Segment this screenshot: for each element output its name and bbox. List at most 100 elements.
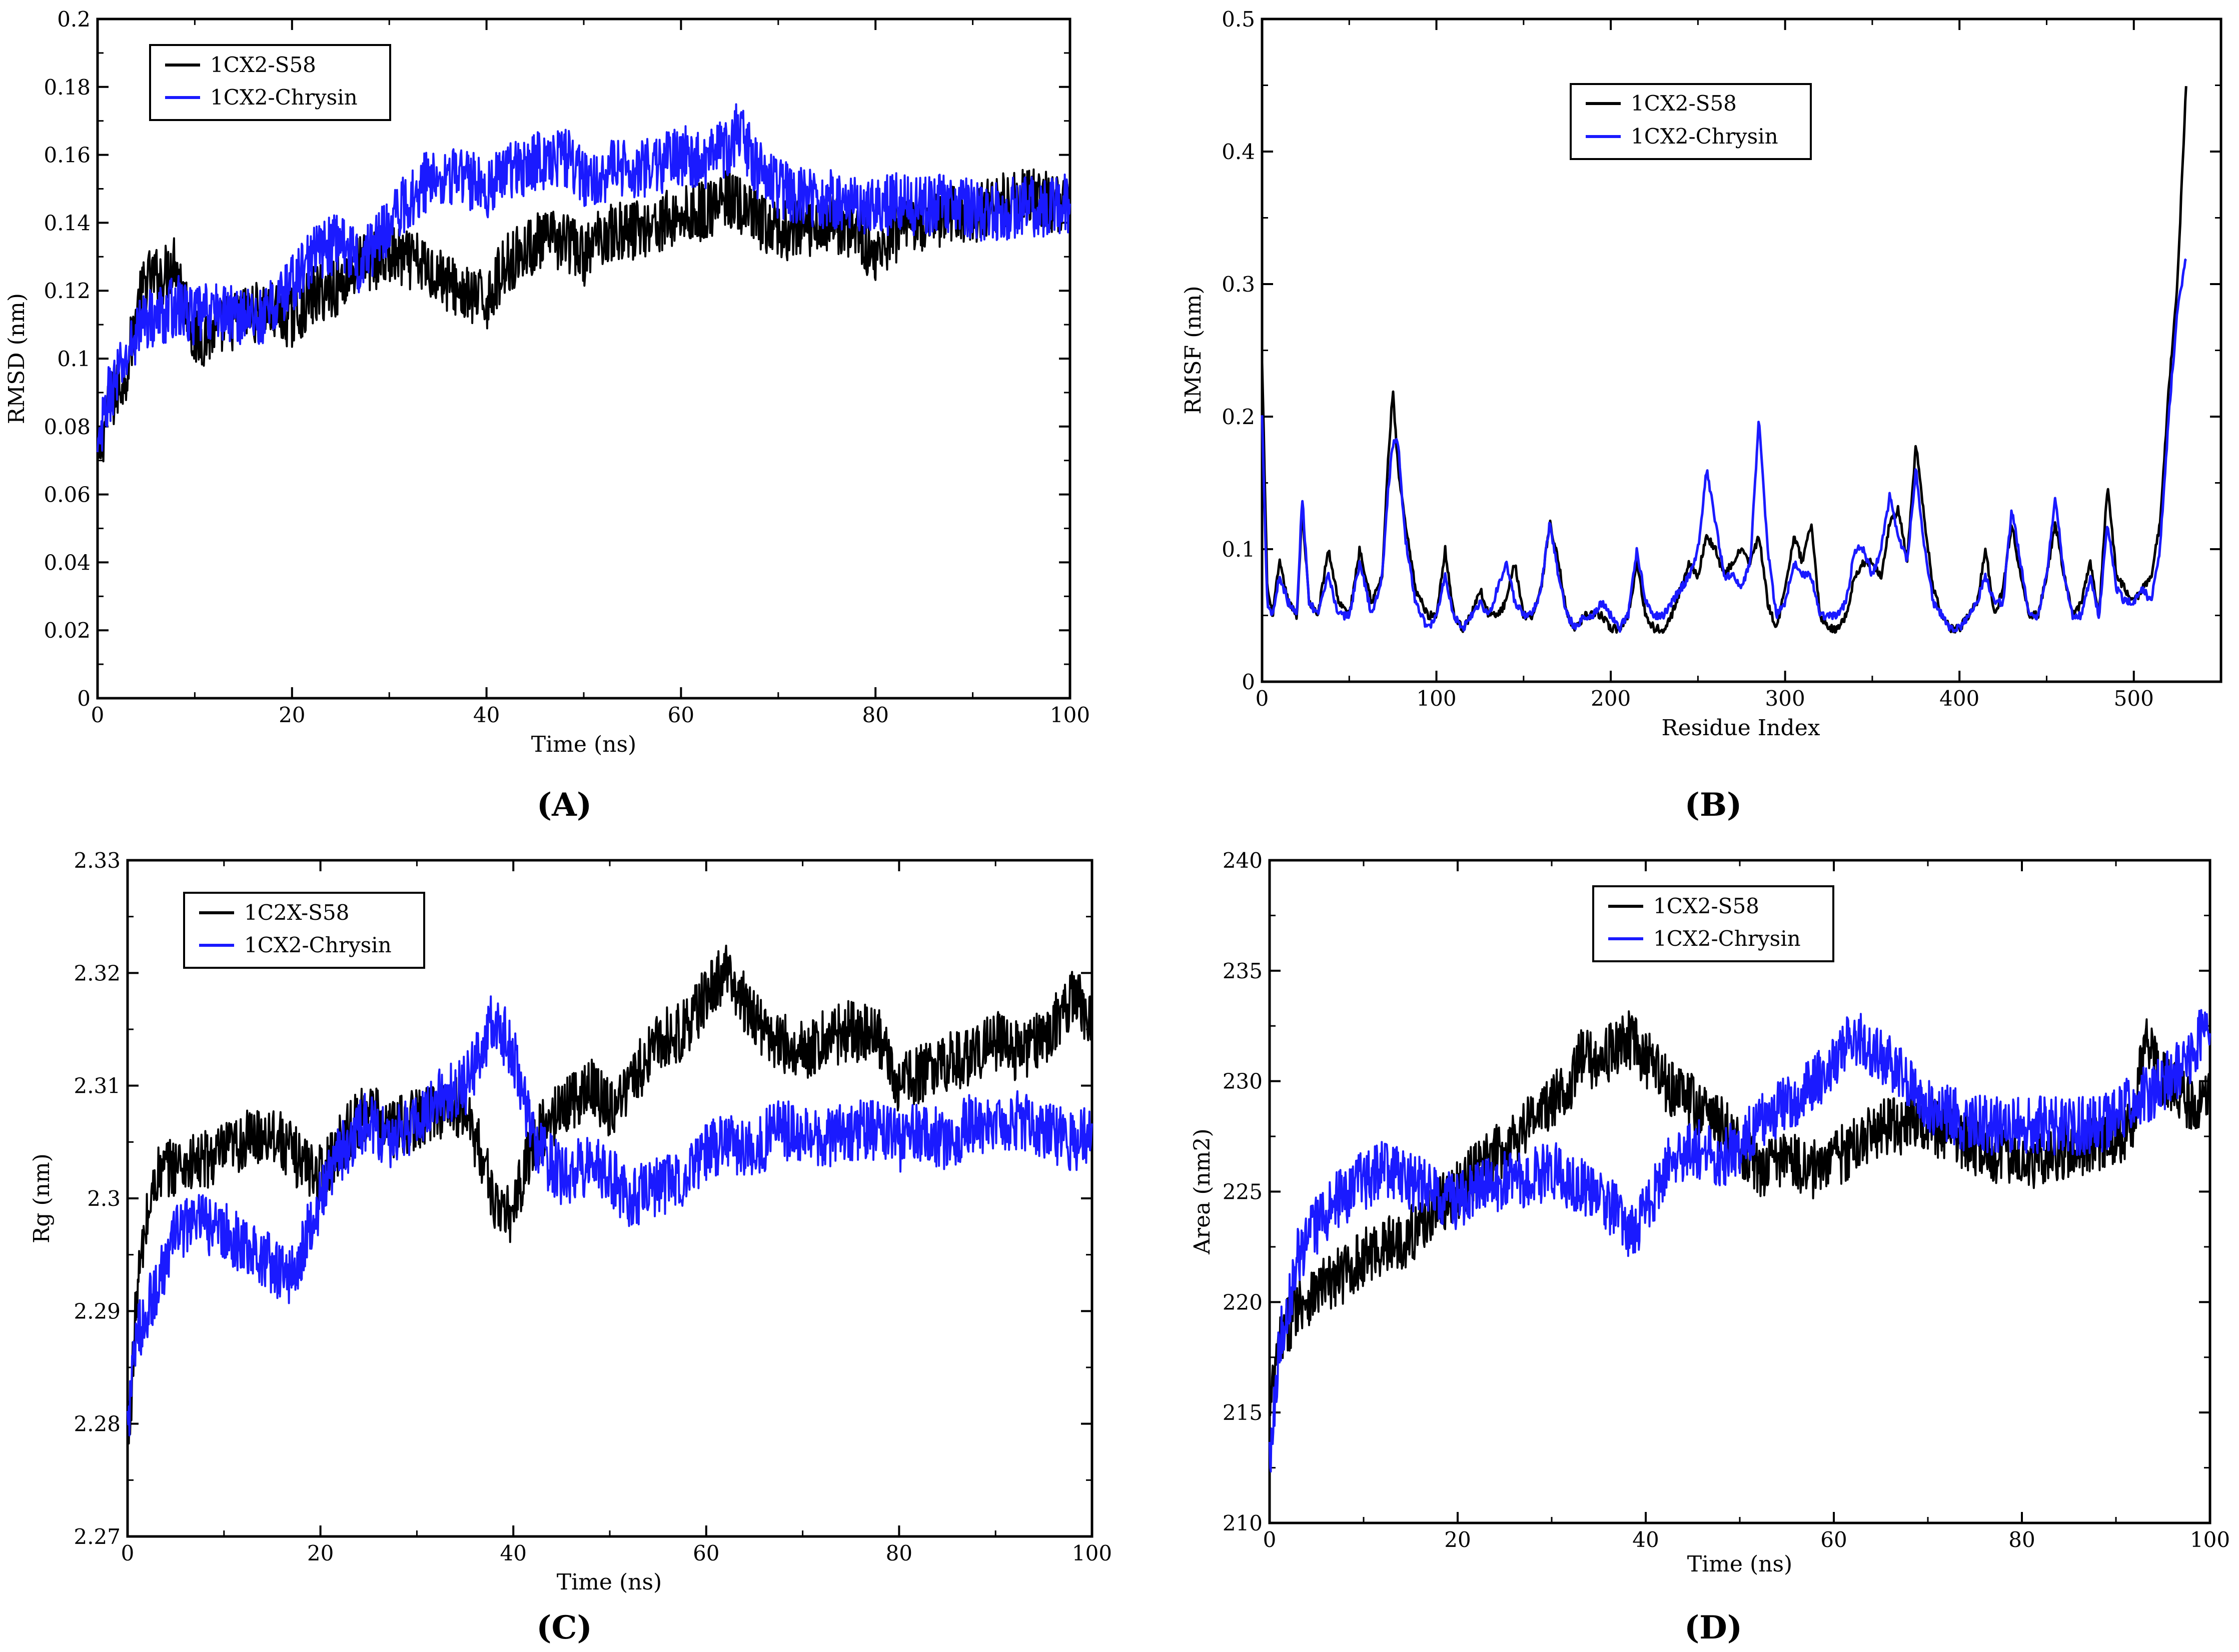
y-tick-label: 2.3 bbox=[87, 1186, 121, 1211]
chart-panel-c: 2.272.282.292.32.312.322.330 20 40 60 80 100 … bbox=[29, 848, 1112, 1646]
legend: 1CX2-S58 1CX2-Chrysin bbox=[1592, 885, 1834, 962]
x-tick-label: 0 bbox=[1263, 1527, 1277, 1552]
chart-panel-b: 0 0.1 0.2 0.3 0.4 0.5 0 100 200 300 400 500 RMSF (n… bbox=[1181, 7, 2222, 824]
axis-ticks: 0 0.02 0.04 0.06 0.08 0.1 0.12 0.14 0.16 0.18 0.2 0… bbox=[44, 7, 1090, 727]
y-tick-label: 0.2 bbox=[57, 7, 91, 32]
chart-panel-d: 210 215 220 225 230 235 240 0 20 40 60 80 100 Area (… bbox=[1190, 848, 2230, 1646]
y-tick-label: 215 bbox=[1223, 1400, 1263, 1425]
y-tick-label: 0.1 bbox=[1222, 537, 1255, 562]
legend: 1CX2-S58 1CX2-Chrysin bbox=[1570, 83, 1812, 160]
chart-panel-a: 0 0.02 0.04 0.06 0.08 0.1 0.12 0.14 0.16 0.18 0.2 0… bbox=[4, 7, 1090, 824]
y-tick-label: 0.02 bbox=[44, 618, 91, 643]
x-tick-label: 60 bbox=[1820, 1527, 1847, 1552]
legend-label-series-2: 1CX2-Chrysin bbox=[244, 933, 392, 957]
axis-ticks: 0 0.1 0.2 0.3 0.4 0.5 0 100 200 300 400 500 bbox=[1222, 7, 2221, 711]
x-tick-label: 100 bbox=[1050, 703, 1090, 727]
y-tick-label: 235 bbox=[1223, 959, 1263, 983]
y-tick-label: 2.33 bbox=[74, 848, 121, 873]
axis-ticks: 210 215 220 225 230 235 240 0 20 40 60 80 100 bbox=[1223, 848, 2230, 1552]
x-tick-label: 40 bbox=[500, 1541, 526, 1565]
y-tick-label: 0.16 bbox=[44, 143, 91, 168]
series-line-2 bbox=[97, 103, 1071, 453]
y-axis-label: RMSD (nm) bbox=[4, 293, 30, 424]
x-tick-label: 100 bbox=[1416, 686, 1456, 711]
legend-label-series-1: 1CX2-S58 bbox=[1653, 894, 1759, 918]
y-tick-label: 0.14 bbox=[44, 211, 91, 235]
legend: 1CX2-S58 1CX2-Chrysin bbox=[149, 44, 391, 121]
y-tick-label: 0.04 bbox=[44, 550, 91, 575]
legend-label-series-1: 1C2X-S58 bbox=[244, 900, 349, 925]
x-tick-label: 20 bbox=[1444, 1527, 1471, 1552]
x-tick-label: 100 bbox=[1072, 1541, 1112, 1565]
series-layer bbox=[127, 944, 1093, 1446]
legend-box bbox=[1592, 885, 1834, 962]
y-axis-label: RMSF (nm) bbox=[1181, 286, 1206, 414]
legend-label-series-2: 1CX2-Chrysin bbox=[1653, 926, 1801, 951]
legend-label-series-1: 1CX2-S58 bbox=[210, 53, 316, 77]
y-axis-label: Area (nm2) bbox=[1190, 1128, 1215, 1254]
x-tick-label: 80 bbox=[862, 703, 888, 727]
x-tick-label: 300 bbox=[1765, 686, 1805, 711]
legend-box bbox=[1570, 83, 1812, 160]
y-tick-label: 0.5 bbox=[1222, 7, 1255, 32]
series-layer bbox=[1261, 86, 2187, 634]
y-tick-label: 0.06 bbox=[44, 483, 91, 507]
x-tick-label: 40 bbox=[473, 703, 500, 727]
x-tick-label: 500 bbox=[2114, 686, 2154, 711]
panel-label: (D) bbox=[1684, 1609, 1742, 1646]
series-layer bbox=[1269, 1009, 2211, 1473]
legend-label-series-1: 1CX2-S58 bbox=[1631, 91, 1737, 116]
x-tick-label: 60 bbox=[693, 1541, 719, 1565]
series-line-2 bbox=[127, 995, 1093, 1436]
x-axis-label: Time (ns) bbox=[531, 732, 636, 757]
series-line-2 bbox=[1261, 258, 2187, 633]
x-tick-label: 40 bbox=[1632, 1527, 1659, 1552]
y-tick-label: 0.1 bbox=[57, 347, 91, 371]
y-tick-label: 230 bbox=[1223, 1069, 1263, 1094]
x-tick-label: 20 bbox=[279, 703, 305, 727]
y-tick-label: 2.31 bbox=[74, 1074, 121, 1098]
y-axis-label: Rg (nm) bbox=[29, 1153, 55, 1243]
y-tick-label: 0 bbox=[77, 686, 91, 711]
y-tick-label: 2.29 bbox=[74, 1299, 121, 1323]
x-tick-label: 0 bbox=[121, 1541, 135, 1565]
y-tick-label: 0.12 bbox=[44, 279, 91, 303]
x-tick-label: 0 bbox=[91, 703, 105, 727]
y-tick-label: 2.32 bbox=[74, 961, 121, 985]
y-tick-label: 0.2 bbox=[1222, 405, 1255, 429]
legend-box bbox=[149, 44, 391, 121]
y-tick-label: 210 bbox=[1223, 1511, 1263, 1535]
series-line-2 bbox=[1269, 1009, 2211, 1473]
legend: 1C2X-S58 1CX2-Chrysin bbox=[183, 892, 425, 969]
x-axis-label: Time (ns) bbox=[557, 1569, 662, 1595]
legend-box bbox=[183, 892, 425, 969]
x-axis-label: Residue Index bbox=[1661, 715, 1820, 741]
x-axis-label: Time (ns) bbox=[1687, 1551, 1792, 1577]
y-tick-label: 0.4 bbox=[1222, 140, 1255, 164]
x-tick-label: 100 bbox=[2190, 1527, 2230, 1552]
y-tick-label: 0 bbox=[1242, 670, 1255, 694]
series-layer bbox=[97, 103, 1071, 463]
x-tick-label: 80 bbox=[886, 1541, 912, 1565]
x-tick-label: 200 bbox=[1591, 686, 1631, 711]
panel-label: (C) bbox=[536, 1609, 592, 1646]
panel-label: (A) bbox=[537, 786, 592, 824]
y-tick-label: 220 bbox=[1223, 1290, 1263, 1314]
y-tick-label: 240 bbox=[1223, 848, 1263, 873]
y-tick-label: 225 bbox=[1223, 1180, 1263, 1204]
y-tick-label: 0.3 bbox=[1222, 272, 1255, 297]
x-tick-label: 20 bbox=[307, 1541, 334, 1565]
y-tick-label: 2.28 bbox=[74, 1412, 121, 1436]
x-tick-label: 60 bbox=[668, 703, 694, 727]
y-tick-label: 0.18 bbox=[44, 75, 91, 100]
y-tick-label: 0.08 bbox=[44, 415, 91, 439]
y-tick-label: 2.27 bbox=[74, 1524, 121, 1549]
panel-label: (B) bbox=[1685, 786, 1742, 824]
x-tick-label: 80 bbox=[2008, 1527, 2035, 1552]
legend-label-series-2: 1CX2-Chrysin bbox=[210, 85, 358, 110]
series-line-1 bbox=[127, 944, 1093, 1446]
x-tick-label: 400 bbox=[1939, 686, 1979, 711]
x-tick-label: 0 bbox=[1256, 686, 1269, 711]
legend-label-series-2: 1CX2-Chrysin bbox=[1631, 124, 1778, 149]
